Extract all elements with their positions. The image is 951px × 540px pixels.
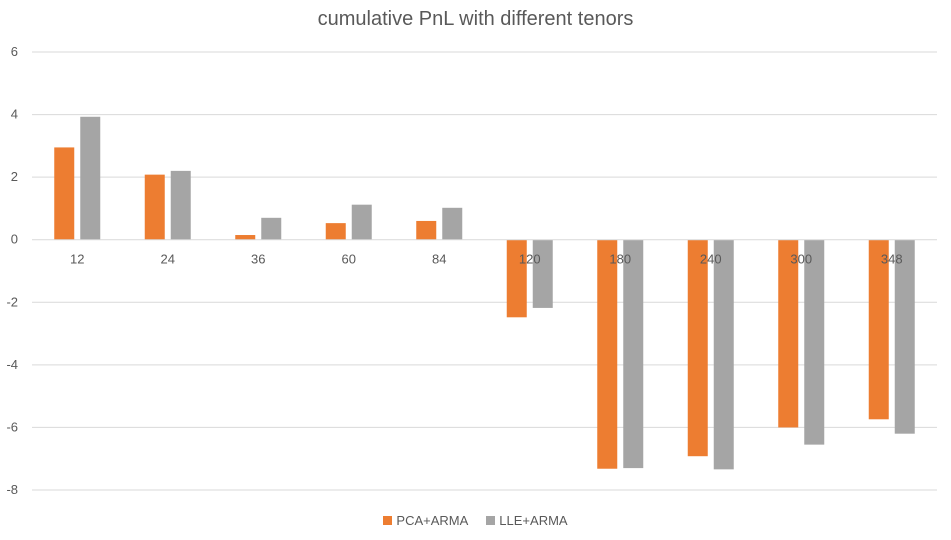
x-tick-label: 36 [251, 252, 265, 267]
x-tick-label: 60 [342, 252, 356, 267]
legend-item-lle-arma: LLE+ARMA [486, 513, 568, 528]
bar-pca-arma-180 [597, 239, 618, 469]
bar-lle-arma-12 [80, 116, 101, 240]
bar-pca-arma-12 [54, 147, 75, 240]
bar-pca-arma-120 [506, 239, 527, 318]
bar-pca-arma-84 [416, 220, 437, 240]
y-tick-label: 6 [11, 44, 18, 59]
x-tick-label: 240 [700, 252, 722, 267]
x-tick-label: 180 [609, 252, 631, 267]
x-tick-label: 84 [432, 252, 446, 267]
bar-lle-arma-60 [351, 204, 372, 240]
bar-lle-arma-240 [713, 239, 734, 470]
chart-title: cumulative PnL with different tenors [317, 8, 634, 30]
y-tick-label: 4 [11, 107, 18, 122]
bar-lle-arma-180 [623, 239, 644, 469]
bar-lle-arma-24 [170, 170, 191, 240]
bar-lle-arma-36 [261, 217, 282, 240]
y-tick-label: 2 [11, 169, 18, 184]
y-tick-label: -8 [6, 482, 18, 497]
bar-lle-arma-84 [442, 207, 463, 240]
legend-label: PCA+ARMA [396, 513, 469, 528]
y-tick-label: -2 [6, 294, 18, 309]
y-tick-label: -6 [6, 419, 18, 434]
x-tick-label: 300 [790, 252, 812, 267]
x-tick-label: 12 [70, 252, 84, 267]
legend-swatch [486, 516, 496, 525]
bar-pca-arma-240 [687, 239, 708, 457]
x-tick-label: 24 [161, 252, 175, 267]
bar-lle-arma-348 [894, 239, 915, 434]
x-tick-label: 348 [881, 252, 903, 267]
legend-label: LLE+ARMA [499, 513, 568, 528]
x-axis-ticks: 12 24 36 60 84 120 180 240 300 348 [70, 252, 903, 267]
bar-pca-arma-36 [235, 235, 256, 240]
bar-lle-arma-300 [804, 239, 825, 445]
bar-lle-arma-120 [532, 239, 553, 308]
legend-swatch [383, 516, 393, 525]
bars [54, 116, 915, 470]
bar-pca-arma-60 [325, 223, 346, 240]
y-tick-label: -4 [6, 357, 18, 372]
y-tick-label: 0 [11, 232, 18, 247]
legend: PCA+ARMA LLE+ARMA [0, 513, 951, 528]
x-tick-label: 120 [519, 252, 541, 267]
legend-item-pca-arma: PCA+ARMA [383, 513, 468, 528]
gridlines [32, 51, 937, 491]
bar-pca-arma-348 [868, 239, 889, 420]
bar-pca-arma-300 [778, 239, 799, 428]
bar-pca-arma-24 [144, 174, 165, 240]
y-axis-ticks: 6 4 2 0 -2 -4 -6 -8 [6, 44, 18, 497]
